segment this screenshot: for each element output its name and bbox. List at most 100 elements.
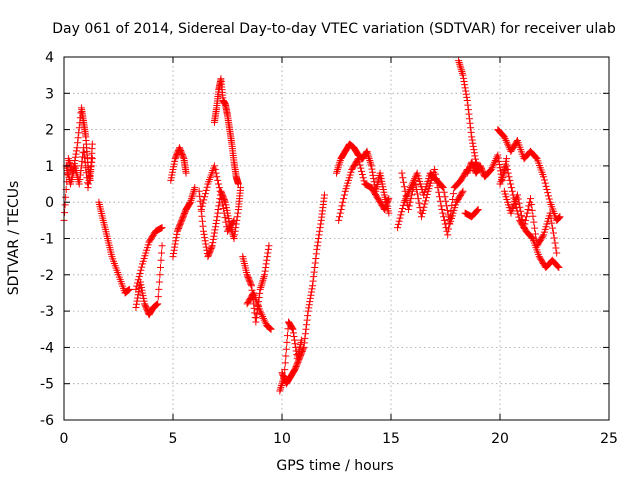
data-point bbox=[543, 185, 551, 193]
x-tick-label: 10 bbox=[273, 431, 291, 447]
data-point bbox=[200, 230, 208, 238]
data-point bbox=[459, 187, 467, 195]
y-tick-label: 0 bbox=[45, 195, 54, 211]
data-point bbox=[188, 195, 196, 203]
data-point bbox=[503, 166, 511, 174]
data-point bbox=[304, 307, 312, 315]
data-point bbox=[338, 202, 346, 210]
data-point bbox=[532, 154, 540, 162]
data-point bbox=[461, 81, 469, 89]
data-point bbox=[503, 162, 511, 170]
data-point bbox=[517, 207, 525, 215]
data-point bbox=[315, 235, 323, 242]
data-point bbox=[209, 239, 217, 247]
data-point bbox=[134, 279, 142, 287]
data-point bbox=[423, 190, 431, 198]
data-point bbox=[466, 119, 474, 127]
data-point bbox=[335, 213, 343, 221]
data-point bbox=[154, 293, 162, 301]
y-tick-label: -1 bbox=[40, 232, 54, 248]
data-point bbox=[74, 139, 82, 147]
data-point bbox=[229, 218, 237, 226]
data-point bbox=[78, 157, 86, 165]
data-point bbox=[385, 209, 393, 217]
data-point bbox=[314, 238, 322, 246]
data-point bbox=[85, 180, 93, 188]
data-point bbox=[468, 133, 476, 141]
data-point bbox=[440, 216, 448, 224]
data-point bbox=[449, 190, 457, 198]
data-point bbox=[170, 249, 178, 257]
series-arc-g bbox=[195, 184, 245, 261]
data-point bbox=[515, 199, 523, 207]
data-point bbox=[290, 333, 298, 341]
data-point bbox=[500, 133, 508, 141]
data-point bbox=[260, 316, 268, 324]
data-point bbox=[261, 267, 269, 275]
data-point bbox=[467, 128, 475, 136]
data-point bbox=[81, 154, 89, 162]
series-arc-a2 bbox=[62, 144, 96, 192]
data-point bbox=[458, 189, 466, 197]
data-point bbox=[256, 289, 264, 297]
data-point bbox=[545, 195, 553, 203]
data-point bbox=[302, 325, 310, 333]
data-point bbox=[190, 185, 198, 193]
data-point bbox=[65, 156, 73, 164]
data-point bbox=[408, 191, 416, 199]
data-point bbox=[312, 254, 320, 262]
data-point bbox=[201, 193, 209, 201]
data-point bbox=[398, 169, 406, 177]
data-point bbox=[291, 340, 299, 348]
data-point bbox=[264, 245, 272, 253]
data-point bbox=[335, 216, 343, 224]
data-point bbox=[229, 233, 237, 241]
data-point bbox=[201, 190, 209, 198]
data-point bbox=[212, 220, 220, 228]
data-point bbox=[214, 209, 222, 217]
data-point bbox=[220, 209, 228, 217]
data-point bbox=[311, 264, 319, 272]
data-point bbox=[210, 229, 218, 237]
data-point bbox=[263, 253, 271, 261]
data-point bbox=[553, 262, 561, 270]
data-point bbox=[230, 216, 238, 224]
data-point bbox=[134, 294, 142, 302]
data-point bbox=[402, 192, 410, 200]
y-tick-label: -4 bbox=[40, 340, 54, 356]
data-point bbox=[214, 176, 222, 184]
data-point bbox=[398, 205, 406, 213]
data-point bbox=[88, 158, 96, 166]
y-tick-label: 4 bbox=[45, 50, 54, 66]
data-point bbox=[288, 323, 296, 331]
x-tick-labels: 0 5 10 15 20 25 bbox=[60, 431, 618, 447]
data-point bbox=[212, 223, 220, 231]
data-point bbox=[385, 195, 393, 203]
data-point bbox=[277, 383, 285, 391]
data-point bbox=[407, 195, 415, 203]
data-point bbox=[531, 230, 539, 238]
data-point bbox=[132, 285, 140, 293]
data-point bbox=[71, 153, 79, 161]
data-point bbox=[435, 188, 443, 196]
data-point bbox=[418, 213, 426, 221]
data-point bbox=[516, 203, 524, 211]
data-point bbox=[529, 212, 537, 220]
data-point bbox=[464, 101, 472, 109]
data-point bbox=[310, 273, 318, 281]
data-point bbox=[289, 325, 297, 333]
data-point bbox=[321, 191, 329, 199]
data-point bbox=[460, 78, 468, 86]
data-point bbox=[305, 301, 313, 309]
data-point bbox=[545, 192, 553, 200]
data-point bbox=[487, 166, 495, 174]
data-point bbox=[400, 178, 408, 186]
data-point bbox=[444, 231, 452, 239]
data-point bbox=[504, 169, 512, 177]
chart-title: Day 061 of 2014, Sidereal Day-to-day VTE… bbox=[52, 21, 616, 37]
data-point bbox=[467, 124, 475, 132]
data-point bbox=[133, 282, 141, 290]
data-point bbox=[211, 166, 219, 174]
data-point bbox=[76, 171, 84, 179]
data-point bbox=[457, 64, 465, 72]
